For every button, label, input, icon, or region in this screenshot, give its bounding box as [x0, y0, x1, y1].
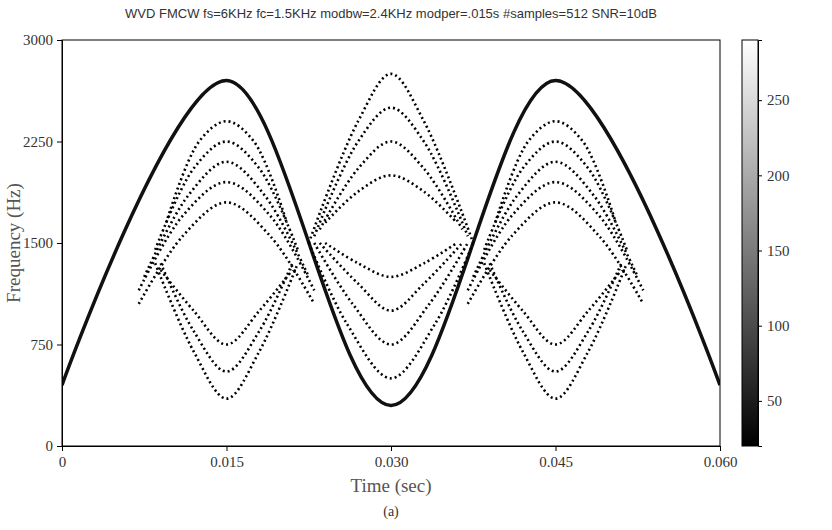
- tick: 100: [758, 318, 790, 334]
- tick-label: 150: [767, 243, 790, 259]
- cross-term-line: [314, 243, 468, 345]
- cross-term-line: [495, 121, 616, 223]
- cross-term-line: [161, 263, 293, 371]
- tick-label: 50: [767, 393, 782, 409]
- tick-label: 3000: [23, 32, 53, 48]
- tick-mark: [227, 446, 228, 451]
- tick: 750: [31, 337, 63, 353]
- marks: [62, 74, 720, 406]
- cross-term-line: [309, 74, 474, 243]
- tick-mark: [57, 40, 62, 41]
- tick-mark: [556, 446, 557, 451]
- colorbar-axis-line: [759, 41, 763, 447]
- tick-label: 1500: [23, 235, 53, 251]
- cross-term-line: [166, 121, 287, 223]
- tick-mark: [391, 446, 392, 451]
- cross-term-line: [161, 270, 293, 344]
- tick-label: 0: [46, 438, 54, 454]
- plot-frame: [62, 40, 720, 446]
- tick-mark: [758, 251, 762, 252]
- cross-term-line: [473, 162, 638, 277]
- y-axis-title: Frequency (Hz): [3, 183, 25, 303]
- tick-mark: [57, 243, 62, 244]
- signal-line: [62, 81, 720, 406]
- cross-term-line: [155, 142, 298, 250]
- cross-term-line: [139, 202, 314, 304]
- cross-term-line: [320, 142, 463, 230]
- tick: 0.030: [375, 446, 409, 470]
- x-axis: 0 0.015 0.030 0.045 0.060: [59, 446, 738, 470]
- tick-label: 2250: [23, 134, 53, 150]
- tick: 250: [758, 92, 790, 108]
- cross-term-line: [144, 162, 309, 277]
- cross-term-line: [468, 202, 643, 304]
- tick: 3000: [23, 32, 62, 48]
- tick-label: 0.045: [539, 454, 573, 470]
- x-axis-title: Time (sec): [350, 475, 431, 497]
- tick-label: 250: [767, 92, 790, 108]
- title: WVD FMCW fs=6KHz fc=1.5KHz modbw=2.4KHz …: [125, 6, 657, 21]
- cross-term-line: [484, 142, 627, 250]
- tick: 0: [46, 438, 63, 454]
- tick-mark: [758, 401, 762, 402]
- colorbar-gradient: [742, 40, 758, 446]
- tick: 0.015: [210, 446, 244, 470]
- tick-label: 0: [59, 454, 67, 470]
- tick: 200: [758, 168, 790, 184]
- tick-mark: [57, 142, 62, 143]
- caption: (a): [383, 504, 399, 520]
- tick: 150: [758, 243, 790, 259]
- tick: 2250: [23, 134, 62, 150]
- tick-label: 0.015: [210, 454, 244, 470]
- tick-mark: [57, 345, 62, 346]
- cross-term-line: [325, 175, 457, 222]
- chart: 0 0.015 0.030 0.045 0.060 0 750 1500 2250 3000 50 1…: [0, 0, 832, 530]
- tick-label: 0.030: [375, 454, 409, 470]
- plot: 0 0.015 0.030 0.045 0.060 0 750 1500 2250 3000 50 1…: [23, 32, 790, 469]
- tick-label: 750: [31, 337, 54, 353]
- tick-mark: [758, 100, 762, 101]
- y-axis: 0 750 1500 2250 3000: [23, 32, 63, 454]
- cross-term-line: [309, 243, 474, 378]
- cross-term-line: [325, 243, 457, 277]
- tick-mark: [720, 446, 721, 451]
- tick: 0.060: [704, 446, 738, 470]
- tick-mark: [758, 175, 762, 176]
- cross-term-line: [155, 263, 298, 398]
- y-axis-line: [57, 41, 63, 447]
- cross-term-line: [490, 270, 622, 344]
- tick: 0.045: [539, 446, 573, 470]
- tick-mark: [758, 326, 762, 327]
- colorbar: 50 100 150 200 250: [742, 40, 790, 447]
- colorbar-axis: 50 100 150 200 250: [758, 41, 790, 447]
- tick-mark: [57, 446, 62, 447]
- tick-label: 100: [767, 318, 790, 334]
- cross-term-line: [314, 108, 468, 237]
- tick: 50: [758, 393, 782, 409]
- cross-term-line: [320, 243, 463, 311]
- tick-label: 0.060: [704, 454, 738, 470]
- x-axis-line: [63, 447, 721, 452]
- tick: 0: [59, 446, 67, 470]
- tick-label: 200: [767, 168, 790, 184]
- cross-term-line: [484, 263, 627, 398]
- tick: 1500: [23, 235, 62, 251]
- cross-term-line: [490, 263, 622, 371]
